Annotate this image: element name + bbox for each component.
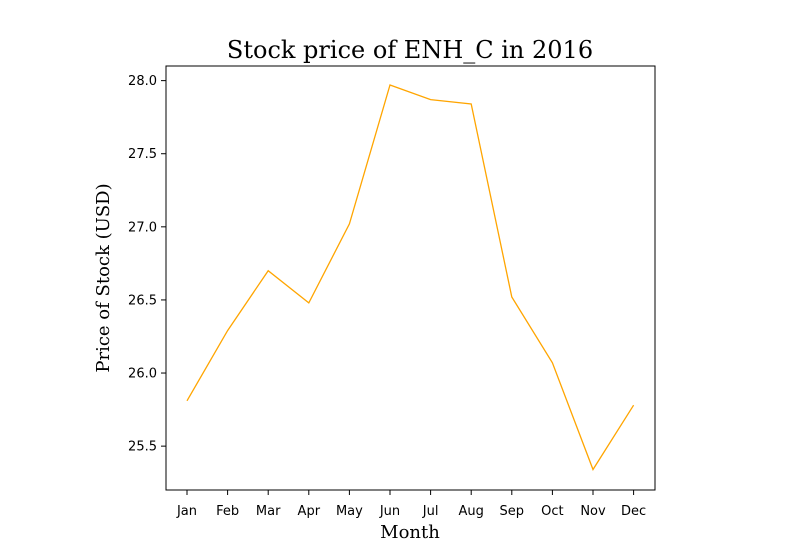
- y-axis-label: Price of Stock (USD): [93, 183, 114, 372]
- x-tick-label: Sep: [500, 504, 525, 519]
- x-tick-label: Oct: [541, 504, 563, 519]
- x-axis: Jan Feb Mar Apr May Jun Jul Aug Sep Oct Nov Dec: [176, 490, 646, 519]
- x-tick-label: Mar: [256, 504, 281, 519]
- x-tick-label: Apr: [298, 504, 321, 519]
- y-tick-label: 27.0: [128, 220, 157, 235]
- y-tick-label: 27.5: [128, 147, 157, 162]
- y-tick-label: 26.0: [128, 367, 157, 382]
- series-group: [186, 84, 635, 471]
- x-axis-label: Month: [380, 522, 440, 543]
- x-tick-label: Feb: [216, 504, 239, 519]
- x-tick-label: Jul: [422, 504, 439, 519]
- x-tick-label: Jan: [176, 504, 197, 519]
- plot-area: [165, 65, 656, 491]
- series-line: [186, 84, 635, 471]
- chart-title: Stock price of ENH_C in 2016: [227, 36, 593, 64]
- x-tick-label: Dec: [621, 504, 646, 519]
- y-axis: 25.5 26.0 26.5 27.0 27.5 28.0: [128, 74, 166, 455]
- y-tick-label: 25.5: [128, 440, 157, 455]
- y-tick-label: 28.0: [128, 74, 157, 89]
- x-tick-label: Jun: [379, 504, 400, 519]
- x-tick-label: Nov: [580, 504, 606, 519]
- x-tick-label: Aug: [459, 504, 484, 519]
- y-tick-label: 26.5: [128, 293, 157, 308]
- x-tick-label: May: [336, 504, 363, 519]
